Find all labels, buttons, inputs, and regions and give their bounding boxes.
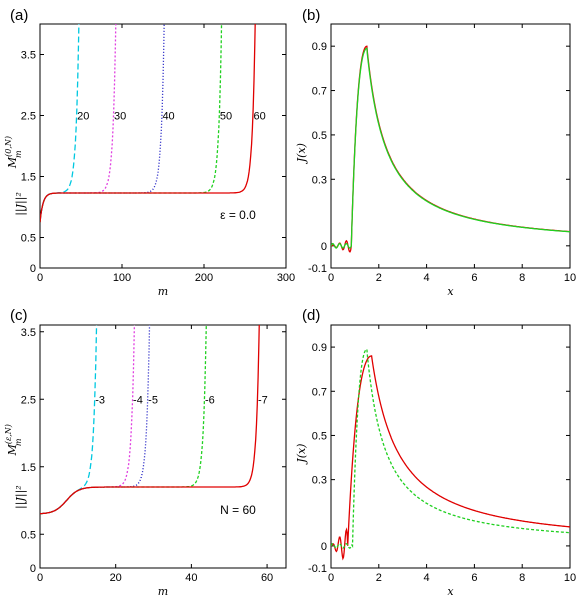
annotation-note: ε = 0.0 [220, 208, 256, 222]
x-tick-label: 300 [277, 272, 295, 284]
x-tick-label: 40 [185, 572, 197, 584]
y-tick-label: 0.5 [312, 430, 327, 442]
series-line-40 [40, 24, 165, 223]
series-line-red [331, 45, 570, 253]
series-label: -7 [258, 394, 268, 406]
panel-label: (d) [302, 307, 320, 324]
panel-c: (c)0 20 40 6000.51.52.53.5mM(ε,N)m||J||²-3-… [4, 307, 287, 595]
y-tick-label: 0 [321, 541, 327, 553]
x-tick-label: 4 [424, 272, 430, 284]
y-axis-ref-label: ||J||² [14, 485, 28, 509]
x-tick-label: 10 [564, 272, 576, 284]
y-tick-label: 0 [30, 563, 36, 575]
series-line-green [331, 348, 570, 549]
y-axis-ref-label: ||J||² [14, 192, 28, 216]
y-label-sup: (0,N) [4, 136, 13, 157]
y-tick-label: 0 [30, 263, 36, 275]
y-tick-label: 0.5 [312, 130, 327, 142]
series-line-green [331, 47, 570, 249]
y-tick-label: 0.3 [312, 475, 327, 487]
series-label: -6 [205, 394, 215, 406]
x-tick-label: 6 [471, 572, 477, 584]
panel-a: (a)0 100 200 30000.51.52.53.5mM(0,N)m||J||²… [4, 7, 295, 298]
series-label: 30 [114, 111, 126, 123]
series-label: -4 [133, 394, 143, 406]
x-tick-label: 20 [110, 572, 122, 584]
x-tick-label: 2 [376, 272, 382, 284]
x-tick-label: 0 [328, 572, 334, 584]
y-tick-label: 2.5 [21, 394, 36, 406]
x-tick-label: 2 [376, 572, 382, 584]
y-tick-label: 0.7 [312, 386, 327, 398]
series-label: 40 [162, 111, 174, 123]
x-axis-label: m [158, 585, 168, 595]
y-tick-label: 1.5 [21, 462, 36, 474]
y-label-main: M [6, 443, 19, 456]
y-tick-label: 2.5 [21, 111, 36, 123]
annotation-note: N = 60 [220, 503, 256, 517]
y-tick-label: -0.1 [308, 263, 327, 275]
x-axis-label: m [158, 285, 168, 298]
x-tick-label: 4 [424, 572, 430, 584]
y-tick-label: 0.9 [312, 342, 327, 354]
x-axis-label: x [447, 585, 454, 595]
y-tick-label: 1.5 [21, 172, 36, 184]
x-tick-label: 0 [37, 272, 43, 284]
panel-b: (b)0 2 4 6 8 10-0.100.30.50.70.9xJ(x) [295, 7, 576, 298]
plot-frame [330, 23, 571, 269]
y-label-main: M [6, 156, 19, 169]
y-tick-label: 0.7 [312, 86, 327, 98]
y-tick-label: 0.3 [312, 174, 327, 186]
x-tick-label: 0 [37, 572, 43, 584]
series-line--7 [40, 325, 260, 515]
x-tick-label: 100 [113, 272, 131, 284]
y-label-sub: m [14, 438, 23, 446]
y-label-sub: m [14, 150, 23, 158]
plot-frame [39, 23, 287, 269]
series-label: -5 [148, 394, 158, 406]
plot-frame [330, 324, 571, 569]
x-tick-label: 8 [519, 572, 525, 584]
y-axis-label: M(ε,N)m [4, 424, 23, 456]
x-tick-label: 8 [519, 272, 525, 284]
series-line-20 [40, 24, 80, 223]
plot-frame [39, 324, 287, 569]
panel-label: (a) [10, 7, 28, 24]
y-tick-label: 0.5 [21, 233, 36, 245]
y-axis-label: J(x) [295, 444, 308, 465]
series-label: 20 [77, 111, 89, 123]
x-tick-label: 60 [261, 572, 273, 584]
x-axis-label: x [447, 285, 454, 298]
series-label: -3 [95, 394, 105, 406]
y-tick-label: 3.5 [21, 327, 36, 339]
series-label: 50 [220, 111, 232, 123]
y-tick-label: 3.5 [21, 50, 36, 62]
y-tick-label: 0.5 [21, 529, 36, 541]
y-axis-label: M(0,N)m [4, 136, 23, 169]
x-tick-label: 10 [564, 572, 576, 584]
series-line-red [331, 355, 570, 561]
y-tick-label: -0.1 [308, 563, 327, 575]
y-tick-label: 0 [321, 241, 327, 253]
x-tick-label: 200 [195, 272, 213, 284]
y-tick-label: 0.9 [312, 41, 327, 53]
x-tick-label: 6 [471, 272, 477, 284]
series-line-60 [40, 24, 256, 223]
series-label: 60 [253, 111, 265, 123]
panel-label: (b) [302, 7, 320, 24]
panel-label: (c) [10, 307, 28, 324]
panel-d: (d)0 2 4 6 8 10-0.100.30.50.70.9xJ(x) [295, 307, 576, 595]
y-axis-label: J(x) [295, 143, 308, 164]
x-tick-label: 0 [328, 272, 334, 284]
y-label-sup: (ε,N) [4, 424, 13, 444]
